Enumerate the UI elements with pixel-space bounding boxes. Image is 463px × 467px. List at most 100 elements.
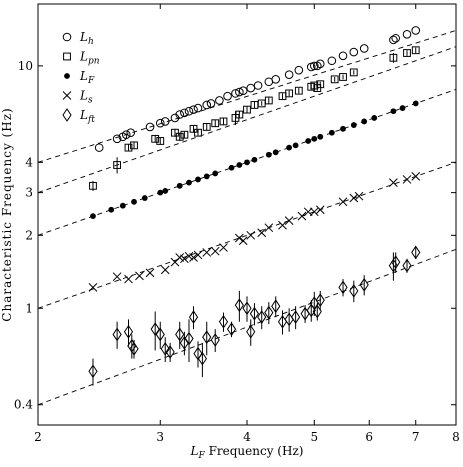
data-point [338, 51, 348, 61]
series-s [88, 172, 421, 292]
data-point [129, 341, 139, 356]
data-point [202, 330, 212, 345]
data-point [160, 117, 170, 126]
data-point [215, 96, 224, 105]
data-point [203, 173, 210, 180]
data-point [90, 213, 96, 220]
data-point [210, 246, 220, 256]
data-point [402, 175, 412, 184]
data-point [349, 283, 359, 298]
data-point [253, 81, 263, 90]
x-tick-label: 3 [156, 430, 164, 444]
data-point [297, 211, 307, 221]
data-point [175, 132, 184, 141]
data-point [246, 230, 256, 240]
data-point [189, 253, 198, 262]
data-point [285, 89, 294, 98]
data-point [264, 223, 274, 233]
x-axis-label: LF Frequency (Hz) [190, 444, 304, 461]
legend-label-F: LF [79, 69, 95, 86]
data-point [330, 75, 339, 84]
data-point [327, 56, 337, 66]
legend-label-main: L [79, 108, 88, 122]
data-point [124, 274, 133, 284]
legend-marker-pn [63, 52, 71, 61]
data-point [193, 250, 203, 260]
data-point [155, 327, 165, 342]
data-point [186, 179, 192, 186]
data-point [176, 182, 183, 189]
data-point [389, 178, 398, 187]
data-point [119, 202, 126, 209]
data-point [180, 108, 189, 118]
y-tick-label: 0.4 [14, 398, 33, 412]
data-point [284, 70, 294, 79]
data-point [309, 207, 319, 217]
data-points [88, 26, 421, 386]
legend-label-pn: Lpn [79, 50, 100, 67]
data-point [251, 156, 258, 163]
data-point [411, 46, 420, 55]
data-point [175, 327, 185, 342]
data-point [305, 138, 312, 144]
fit-line-F [37, 88, 457, 236]
x-axis-label-rest: Frequency (Hz) [205, 444, 304, 458]
legend-label-main: L [79, 50, 88, 64]
legend-label-main: L [79, 30, 88, 44]
data-point [246, 83, 256, 93]
data-point [123, 324, 134, 339]
data-point [244, 159, 250, 166]
data-point [171, 128, 179, 137]
data-point [94, 143, 104, 152]
data-point [371, 115, 378, 121]
series-F [90, 100, 419, 220]
data-point [212, 170, 219, 177]
data-point [238, 236, 248, 246]
data-point [206, 99, 216, 108]
data-point [218, 314, 229, 329]
series-ft [88, 245, 421, 386]
data-point [193, 346, 203, 361]
x-axis-label-main: L [190, 444, 199, 458]
data-point [271, 75, 281, 84]
data-point [294, 65, 304, 75]
data-point [317, 133, 324, 140]
data-point [309, 61, 319, 71]
data-point [257, 310, 267, 324]
data-point [160, 265, 170, 275]
data-point [339, 73, 347, 81]
data-point [184, 106, 194, 116]
fit-line-h [37, 30, 457, 163]
x-tick-label: 5 [310, 430, 318, 444]
data-point [189, 105, 198, 114]
legend: Lh Lpn LF Ls Lft [62, 30, 100, 125]
data-point [131, 198, 137, 205]
data-point [338, 197, 348, 207]
legend-label-ft: Lft [79, 108, 95, 125]
data-point [349, 68, 358, 77]
data-point [113, 161, 122, 169]
data-point [141, 195, 148, 201]
data-point [399, 105, 406, 111]
x-tick-label: 2 [34, 430, 42, 444]
data-point [151, 134, 160, 143]
data-point [150, 322, 160, 337]
data-point [312, 61, 322, 71]
legend-label-sub: s [88, 96, 93, 106]
data-point [349, 47, 359, 57]
data-point [391, 255, 401, 270]
data-point [223, 91, 232, 101]
legend-label-sub: h [88, 37, 94, 47]
data-point [389, 53, 398, 62]
data-point [391, 33, 401, 43]
data-point [402, 258, 412, 273]
data-point [165, 345, 175, 359]
data-point [265, 151, 272, 158]
fit-lines [37, 30, 457, 406]
data-point [403, 49, 411, 57]
data-point [402, 29, 412, 39]
data-point [130, 141, 138, 150]
fit-line-pn [37, 46, 457, 194]
data-point [195, 176, 201, 183]
